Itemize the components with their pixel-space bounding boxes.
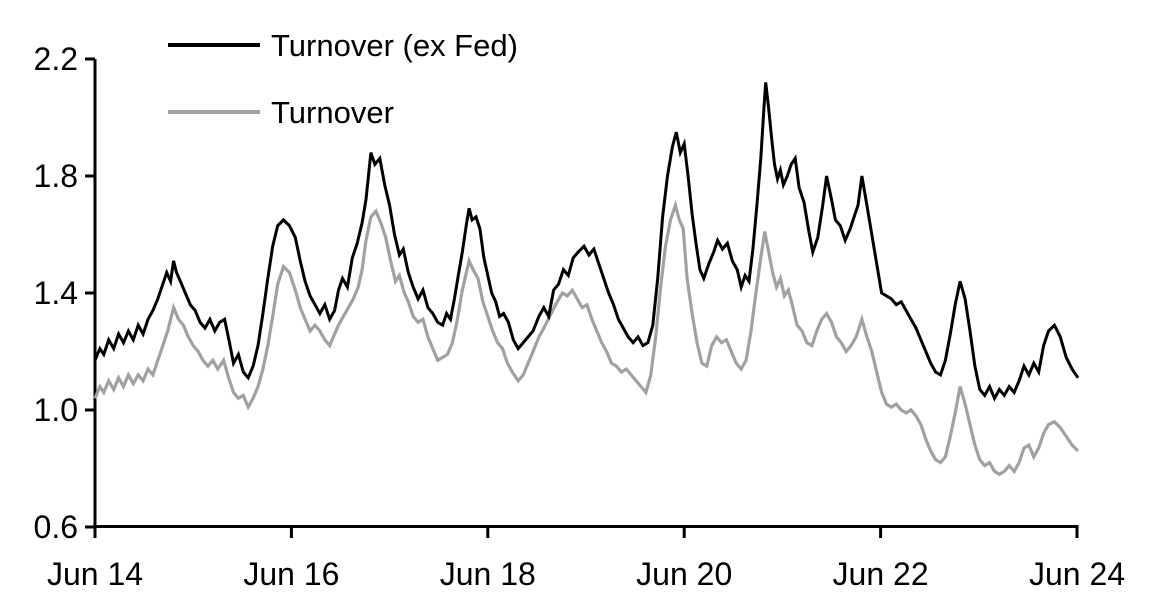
series-line-turnover	[93, 199, 1080, 477]
legend-label-turnover: Turnover	[271, 95, 394, 130]
chart-series	[93, 82, 1080, 477]
x-tick-label: Jun 16	[243, 556, 339, 592]
y-tick-label: 2.2	[34, 41, 78, 77]
x-tick-label: Jun 20	[636, 556, 732, 592]
x-tick-label: Jun 24	[1029, 556, 1125, 592]
x-tick-label: Jun 22	[833, 556, 929, 592]
x-axis-tick-labels: Jun 14 Jun 16 Jun 18 Jun 20 Jun 22 Jun 24	[47, 556, 1125, 592]
y-tick-label: 1.0	[34, 392, 78, 428]
series-line-turnover-ex-fed	[93, 82, 1080, 402]
y-tick-label: 1.4	[34, 275, 78, 311]
x-tick-label: Jun 18	[440, 556, 536, 592]
chart-legend: Turnover (ex Fed) Turnover	[168, 28, 518, 130]
y-tick-label: 0.6	[34, 509, 78, 545]
y-tick-label: 1.8	[34, 158, 78, 194]
x-tick-label: Jun 14	[47, 556, 143, 592]
legend-label-turnover-ex-fed: Turnover (ex Fed)	[271, 28, 518, 63]
axes	[85, 57, 1079, 538]
y-axis-tick-labels: 2.2 1.8 1.4 1.0 0.6	[34, 41, 78, 545]
